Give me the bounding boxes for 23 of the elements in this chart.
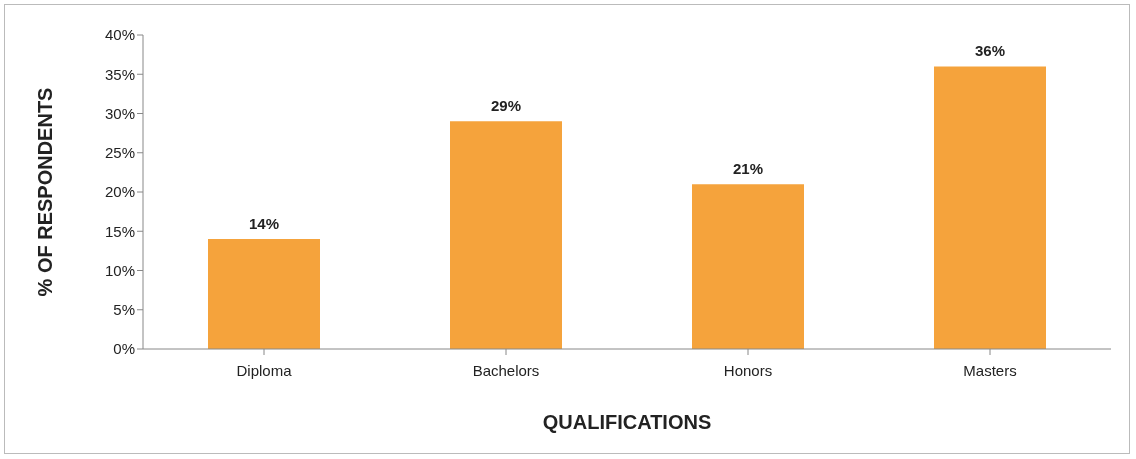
x-axis-title: QUALIFICATIONS bbox=[542, 411, 712, 433]
x-tick-label: Diploma bbox=[236, 361, 293, 379]
y-tick-label: 25% bbox=[104, 144, 135, 162]
y-tick-label: 0% bbox=[113, 340, 135, 358]
data-label: 36% bbox=[974, 42, 1006, 60]
data-label: 14% bbox=[248, 215, 280, 233]
bar bbox=[208, 239, 320, 349]
y-tick-label: 15% bbox=[104, 222, 135, 240]
bar bbox=[692, 184, 804, 349]
y-tick-label: 20% bbox=[104, 183, 135, 201]
y-tick-label: 10% bbox=[104, 261, 135, 279]
bar bbox=[934, 66, 1046, 349]
x-tick-label: Honors bbox=[723, 361, 773, 379]
y-axis-title: % OF RESPONDENTS bbox=[34, 87, 57, 297]
y-tick-label: 40% bbox=[104, 26, 135, 44]
bar bbox=[450, 121, 562, 349]
x-tick-label: Masters bbox=[963, 361, 1017, 379]
y-tick-label: 35% bbox=[104, 65, 135, 83]
y-tick-label: 5% bbox=[113, 301, 135, 319]
data-label: 29% bbox=[490, 97, 522, 115]
data-label: 21% bbox=[732, 160, 764, 178]
y-tick-label: 30% bbox=[104, 104, 135, 122]
x-tick-label: Bachelors bbox=[472, 361, 540, 379]
